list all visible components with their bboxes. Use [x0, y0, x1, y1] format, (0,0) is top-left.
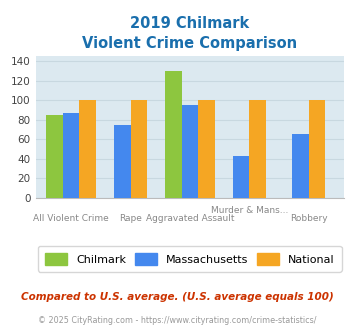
Bar: [46, 115, 63, 198]
Text: All Violent Crime: All Violent Crime: [33, 214, 109, 223]
Text: Rape: Rape: [119, 214, 142, 223]
Bar: [182, 105, 198, 198]
Text: Aggravated Assault: Aggravated Assault: [146, 214, 234, 223]
Text: Compared to U.S. average. (U.S. average equals 100): Compared to U.S. average. (U.S. average …: [21, 292, 334, 302]
Bar: [131, 100, 147, 198]
Bar: [309, 100, 325, 198]
Bar: [198, 100, 215, 198]
Bar: [233, 156, 249, 198]
Text: Murder & Mans...: Murder & Mans...: [211, 206, 288, 215]
Bar: [165, 71, 182, 198]
Bar: [249, 100, 266, 198]
Bar: [292, 134, 309, 198]
Bar: [114, 125, 131, 198]
Title: 2019 Chilmark
Violent Crime Comparison: 2019 Chilmark Violent Crime Comparison: [82, 16, 297, 51]
Bar: [63, 113, 80, 198]
Legend: Chilmark, Massachusetts, National: Chilmark, Massachusetts, National: [38, 246, 342, 272]
Bar: [80, 100, 96, 198]
Text: Robbery: Robbery: [290, 214, 328, 223]
Text: © 2025 CityRating.com - https://www.cityrating.com/crime-statistics/: © 2025 CityRating.com - https://www.city…: [38, 316, 317, 325]
